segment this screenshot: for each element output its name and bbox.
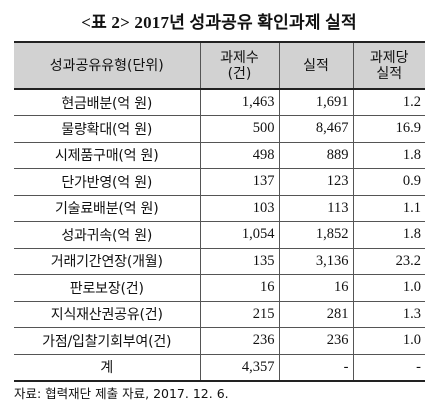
row-count: 4,357	[199, 353, 279, 382]
row-count: 137	[199, 168, 279, 195]
table-row: 현금배분(억 원) 1,463 1,691 1.2	[14, 89, 425, 116]
row-per-task: 16.9	[352, 115, 425, 142]
row-count: 500	[199, 115, 279, 142]
table-row: 판로보장(건) 16 16 1.0	[14, 274, 425, 301]
row-count: 16	[199, 274, 279, 301]
row-per-task: 1.0	[352, 274, 425, 301]
row-result: 1,852	[278, 221, 353, 248]
header-row: 성과공유유형(단위) 과제수 (건) 실적 과제당 실적	[14, 41, 425, 90]
row-result: 8,467	[278, 115, 353, 142]
row-count: 1,054	[199, 221, 279, 248]
table-row: 시제품구매(억 원) 498 889 1.8	[14, 141, 425, 169]
row-per-task: 23.2	[352, 247, 425, 275]
table-title: <표 2> 2017년 성과공유 확인과제 실적	[81, 13, 357, 32]
row-count: 215	[199, 300, 279, 328]
table-row: 계 4,357- -	[14, 353, 425, 382]
row-count: 135	[199, 247, 279, 275]
header-result: 실적	[278, 41, 353, 90]
row-type: 거래기간연장(개월)	[14, 247, 200, 275]
row-type: 성과귀속(억 원)	[14, 221, 200, 248]
performance-table: 성과공유유형(단위) 과제수 (건) 실적 과제당 실적 현금배분(억 원) 1,46…	[14, 41, 425, 382]
row-per-task: 0.9	[352, 168, 425, 195]
header-per-task: 과제당 실적	[352, 41, 425, 90]
row-type: 기술료배분(억 원)	[14, 194, 200, 222]
row-type: 계	[14, 353, 200, 382]
row-result: 1,691	[278, 89, 353, 116]
row-type: 시제품구매(억 원)	[14, 141, 200, 169]
table-row: 지식재산권공유(건) 215 281 1.3	[14, 300, 425, 328]
row-result: 236	[278, 327, 353, 354]
row-type: 가점/입찰기회부여(건)	[14, 327, 200, 354]
row-per-task: 1.3	[352, 300, 425, 328]
row-count: 236	[199, 327, 279, 354]
source-note: 자료: 협력재단 제출 자료, 2017. 12. 6.	[14, 386, 229, 401]
row-type: 현금배분(억 원)	[61, 95, 153, 112]
row-type: 단가반영(억 원)	[14, 168, 200, 195]
row-per-task: 1.8	[352, 221, 425, 248]
table-row: 기술료배분(억 원) 103 113 1.1	[14, 194, 425, 222]
table-row: 단가반영(억 원) 137 123 0.9	[14, 168, 425, 195]
row-result: -	[278, 353, 353, 382]
table-row: 가점/입찰기회부여(건) 236 236 1.0	[14, 327, 425, 354]
row-result: 113	[278, 194, 353, 222]
row-result: 3,136	[278, 247, 353, 275]
row-result: 889	[278, 141, 353, 169]
row-count: 1,463	[199, 89, 279, 116]
table-row: 거래기간연장(개월) 135 3,136 23.2	[14, 247, 425, 275]
row-per-task: 1.8	[352, 141, 425, 169]
row-result: 281	[278, 300, 353, 328]
row-result: 16	[278, 274, 353, 301]
row-per-task: 1.0	[352, 327, 425, 354]
header-type: 성과공유유형(단위)	[14, 41, 200, 90]
row-count: 103	[199, 194, 279, 222]
row-count: 498	[199, 141, 279, 169]
table-row: 성과귀속(억 원) 1,054 1,852 1.8	[14, 221, 425, 248]
header-count: 과제수 (건)	[199, 41, 279, 90]
row-per-task: 1.2	[352, 89, 425, 116]
row-per-task: -	[352, 353, 425, 382]
row-result: 123	[278, 168, 353, 195]
row-type: 판로보장(건)	[14, 274, 200, 301]
table-row: 물량확대(억 원) 500 8,467 16.9	[14, 115, 425, 142]
row-per-task: 1.1	[352, 194, 425, 222]
table-body: 현금배분(억 원) 1,463 1,691 1.2 물량확대(억 원) 500 8,467 1…	[14, 89, 425, 382]
row-type: 지식재산권공유(건)	[14, 300, 200, 328]
row-type: 물량확대(억 원)	[14, 115, 200, 142]
